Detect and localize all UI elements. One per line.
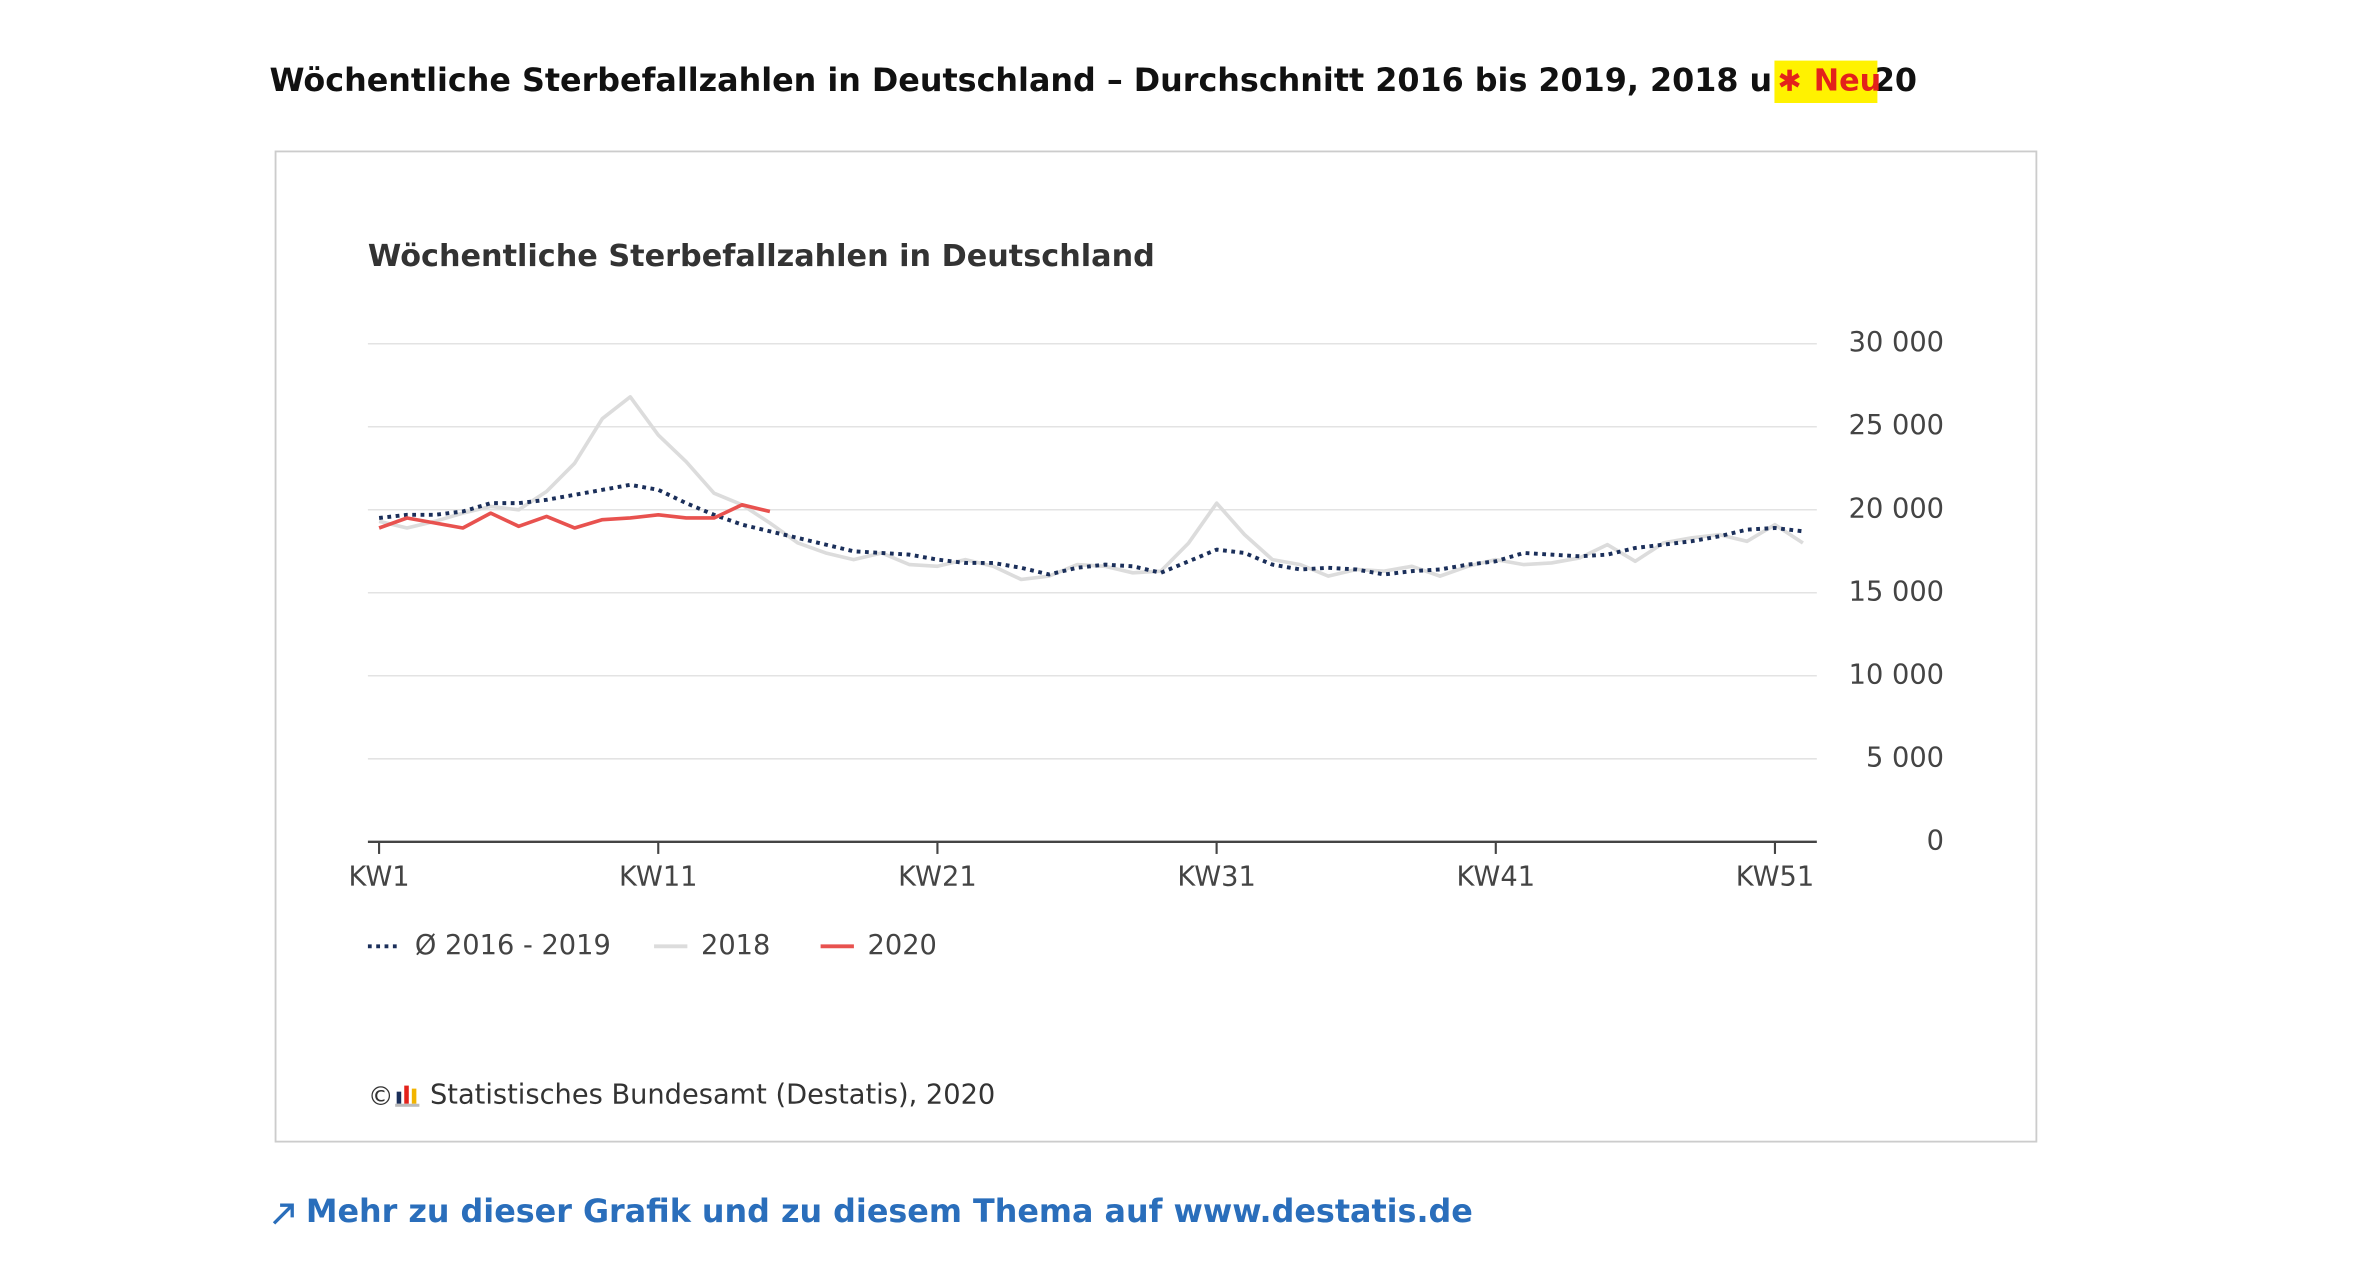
link-arrow bbox=[272, 1203, 294, 1225]
y-tick-label: 30 000 bbox=[1849, 327, 1944, 358]
badge-text: Neu bbox=[1814, 63, 1881, 98]
series-line bbox=[378, 395, 1804, 582]
legend-label: 2020 bbox=[868, 930, 937, 961]
chart-frame bbox=[274, 150, 2038, 1143]
chart-title: Wöchentliche Sterbefallzahlen in Deutsch… bbox=[368, 239, 1155, 274]
page-heading: Wöchentliche Sterbefallzahlen in Deutsch… bbox=[269, 62, 1917, 99]
y-tick-label: 20 000 bbox=[1849, 493, 1944, 524]
legend-label: Ø 2016 - 2019 bbox=[415, 930, 611, 961]
x-tick-label: KW21 bbox=[898, 862, 977, 893]
y-tick-label: 0 bbox=[1927, 825, 1944, 856]
x-tick-label: KW31 bbox=[1177, 862, 1256, 893]
plot-area: 0 5 000 10 000 15 000 20 000 25 000 30 000 KW1 K… bbox=[348, 327, 1944, 961]
source-text: Statistisches Bundesamt (Destatis), 2020 bbox=[430, 1080, 995, 1111]
destatis-icon bbox=[395, 1085, 420, 1107]
x-tick-label: KW41 bbox=[1457, 862, 1536, 893]
more-link[interactable]: Mehr zu dieser Grafik und zu diesem Them… bbox=[306, 1193, 1473, 1230]
x-tick-label: KW1 bbox=[348, 862, 409, 893]
badge-star bbox=[1779, 69, 1800, 91]
x-tick-label: KW51 bbox=[1736, 862, 1815, 893]
y-tick-label: 10 000 bbox=[1849, 659, 1944, 690]
y-tick-label: 5 000 bbox=[1866, 742, 1944, 773]
source-mark: © bbox=[368, 1082, 394, 1112]
series-line bbox=[378, 502, 771, 530]
legend-label: 2018 bbox=[701, 930, 770, 961]
y-tick-label: 25 000 bbox=[1849, 410, 1944, 441]
y-tick-label: 15 000 bbox=[1849, 576, 1944, 607]
x-tick-label: KW11 bbox=[619, 862, 698, 893]
